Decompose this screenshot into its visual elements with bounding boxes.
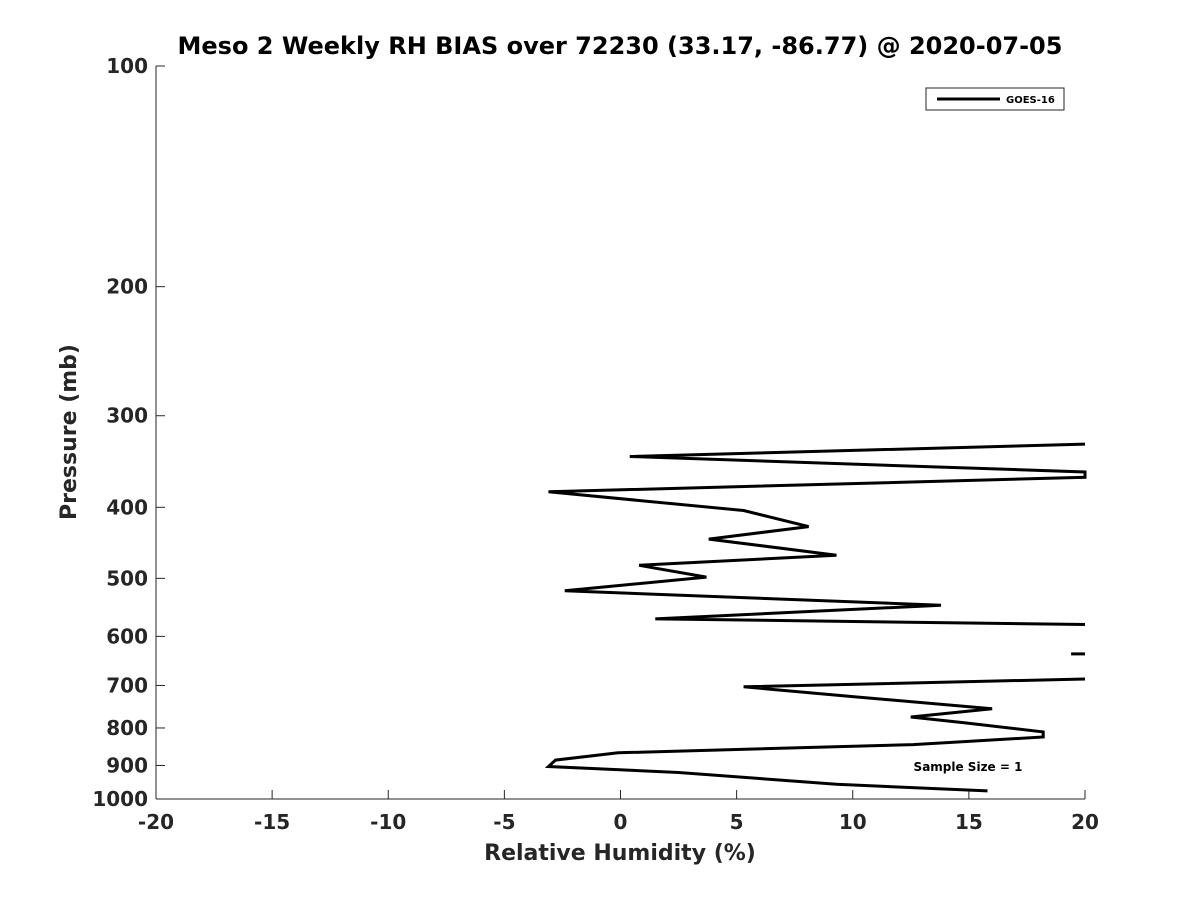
series-layer [544,442,1087,793]
x-tick-label: -10 [370,810,406,834]
series-goes16-line-segment-1 [544,677,1086,793]
y-tick-label: 500 [106,566,148,590]
y-tick-label: 1000 [92,787,148,811]
x-tick-label: 0 [614,810,628,834]
y-tick-label: 600 [106,624,148,648]
y-axis-ticks: 100 200 300 400 500 600 700 800 900 1000 [92,54,165,811]
x-tick-label: -20 [138,810,174,834]
y-tick-label: 900 [106,753,148,777]
y-tick-label: 400 [106,495,148,519]
y-tick-label: 300 [106,404,148,428]
y-axis-label: Pressure (mb) [57,344,82,520]
legend: GOES-16 [925,87,1065,111]
x-axis-label: Relative Humidity (%) [484,841,756,866]
chart-title: Meso 2 Weekly RH BIAS over 72230 (33.17,… [178,32,1063,60]
series-goes16-line-segment-3 [548,442,1087,626]
x-tick-label: 20 [1071,810,1099,834]
x-tick-label: 5 [730,810,744,834]
x-tick-label: -5 [493,810,515,834]
legend-entry-goes16: GOES-16 [1006,95,1055,106]
y-tick-label: 700 [106,673,148,697]
x-tick-label: 15 [955,810,983,834]
y-tick-label: 200 [106,275,148,299]
plot-area: -20 -15 -10 -5 0 5 10 15 20 100 200 300 400 500 600 70… [92,54,1099,834]
y-tick-label: 100 [106,54,148,78]
x-tick-label: 10 [839,810,867,834]
sample-size-annotation: Sample Size = 1 [914,760,1023,774]
y-tick-label: 800 [106,716,148,740]
x-tick-label: -15 [254,810,290,834]
x-axis-ticks: -20 -15 -10 -5 0 5 10 15 20 [138,790,1099,834]
